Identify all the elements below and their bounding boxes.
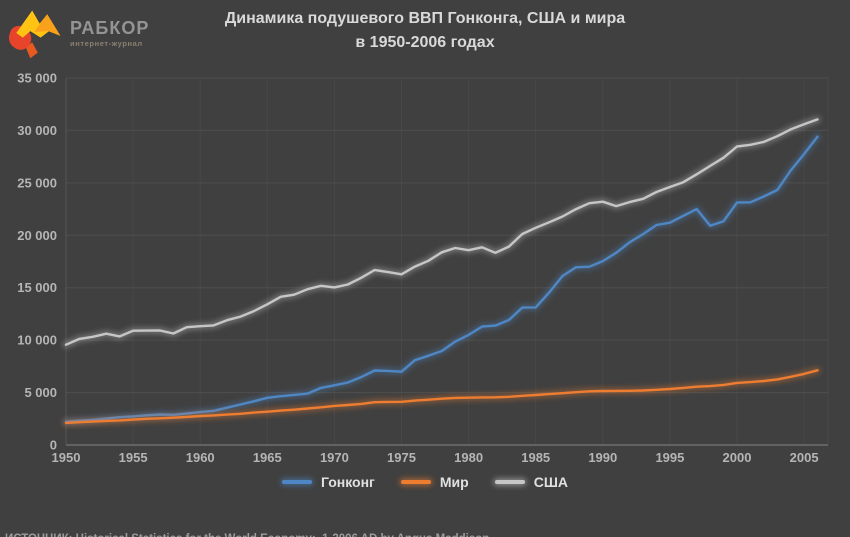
hongkong-line-swatch-icon <box>281 480 312 484</box>
rabkor-logo: РАБКОР интернет-журнал <box>5 3 149 61</box>
svg-text:0: 0 <box>50 438 57 453</box>
legend-item-hongkong: Гонконг <box>281 474 375 490</box>
svg-text:1950: 1950 <box>52 450 81 465</box>
logo-brand: РАБКОР <box>70 18 150 38</box>
logo-text: РАБКОР интернет-журнал <box>70 19 149 48</box>
source-note: ИСТОЧНИК: Historical Statistics for the … <box>5 532 489 537</box>
svg-text:1990: 1990 <box>588 450 617 465</box>
svg-text:1985: 1985 <box>521 450 550 465</box>
svg-text:1960: 1960 <box>186 450 215 465</box>
svg-text:1975: 1975 <box>387 450 416 465</box>
svg-text:35 000: 35 000 <box>17 71 57 86</box>
logo-tagline: интернет-журнал <box>70 39 143 48</box>
footnotes: ИСТОЧНИК: Historical Statistics for the … <box>5 501 489 537</box>
svg-text:2005: 2005 <box>790 450 819 465</box>
chart-title: Динамика подушевого ВВП Гонконга, США и … <box>0 7 850 55</box>
svg-text:5 000: 5 000 <box>24 385 57 400</box>
usa-line-swatch-icon <box>494 480 525 484</box>
svg-text:1995: 1995 <box>655 450 684 465</box>
legend-item-world: Мир <box>400 474 469 490</box>
chart-title-line1: Динамика подушевого ВВП Гонконга, США и … <box>224 10 626 27</box>
legend-label-hongkong: Гонконг <box>320 474 375 490</box>
svg-text:20 000: 20 000 <box>17 228 57 243</box>
svg-text:15 000: 15 000 <box>17 280 57 295</box>
chart-title-line2: в 1950-2006 годах <box>355 34 495 51</box>
svg-text:1965: 1965 <box>253 450 282 465</box>
svg-text:1955: 1955 <box>119 450 148 465</box>
legend-item-usa: США <box>494 474 569 490</box>
svg-text:25 000: 25 000 <box>17 175 57 190</box>
svg-text:1970: 1970 <box>320 450 349 465</box>
legend-label-world: Мир <box>439 474 469 490</box>
world-line-swatch-icon <box>400 480 431 484</box>
svg-text:2000: 2000 <box>723 450 752 465</box>
megaphone-icon <box>8 10 61 59</box>
svg-text:10 000: 10 000 <box>17 333 57 348</box>
svg-text:30 000: 30 000 <box>17 123 57 138</box>
svg-text:1980: 1980 <box>454 450 483 465</box>
legend: Гонконг Мир США <box>0 472 850 492</box>
legend-label-usa: США <box>533 474 569 490</box>
